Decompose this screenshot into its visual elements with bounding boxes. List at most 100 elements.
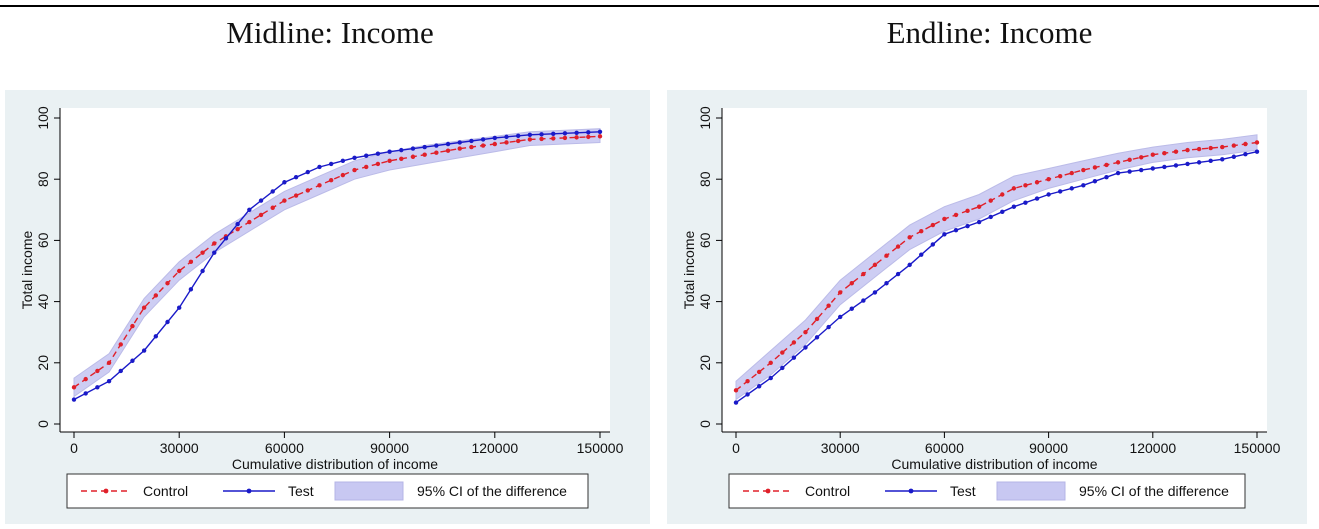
control-point [907, 235, 912, 240]
x-tick-label: 60000 [265, 440, 304, 456]
control-point [861, 271, 866, 277]
y-tick-label: 0 [35, 420, 51, 428]
x-tick-label: 120000 [1129, 440, 1176, 456]
test-point [551, 131, 556, 137]
test-point [872, 290, 878, 295]
test-point [445, 141, 451, 147]
test-point [95, 385, 100, 390]
control-point [930, 222, 936, 228]
control-point [942, 216, 947, 222]
test-point [597, 129, 603, 134]
test-point [130, 358, 135, 363]
control-point [895, 244, 901, 249]
legend-test-marker [246, 488, 252, 494]
control-point [965, 208, 970, 214]
test-point [930, 242, 936, 247]
test-point [919, 252, 924, 257]
control-point [340, 172, 346, 178]
control-point [988, 198, 993, 203]
control-point [597, 134, 603, 139]
x-tick-label: 60000 [925, 440, 964, 456]
control-point [1139, 155, 1144, 160]
control-point [1231, 143, 1237, 148]
control-point [1127, 157, 1132, 163]
control-point [352, 167, 357, 173]
x-tick-label: 30000 [160, 440, 199, 456]
test-point [1115, 170, 1121, 176]
test-point [165, 319, 170, 325]
x-tick-label: 90000 [370, 440, 409, 456]
test-point [745, 392, 750, 397]
control-point [562, 135, 568, 141]
control-point [574, 135, 579, 140]
control-point [153, 293, 159, 298]
legend-box [66, 473, 589, 509]
control-point [375, 161, 381, 167]
test-point [1139, 167, 1144, 173]
test-point [780, 365, 785, 371]
y-tick-label: 100 [697, 106, 713, 130]
control-point [872, 262, 878, 268]
test-point [838, 314, 843, 320]
test-point [399, 147, 404, 153]
legend-ci-label: 95% CI of the difference [1079, 483, 1229, 499]
y-tick-label: 40 [35, 294, 51, 310]
legend-test-label: Test [288, 483, 314, 499]
test-point [177, 305, 182, 310]
x-tick-label: 0 [732, 440, 740, 456]
control-point [469, 144, 474, 150]
control-point [814, 316, 820, 322]
test-point [965, 223, 970, 229]
legend-ci-swatch [996, 481, 1066, 501]
control-point [1196, 146, 1202, 152]
test-point [282, 180, 287, 185]
control-point [1046, 177, 1051, 182]
control-point [410, 154, 416, 159]
y-axis-label: Total income [19, 230, 35, 309]
legend-box [728, 473, 1246, 509]
control-point [733, 388, 739, 393]
control-point [270, 205, 275, 210]
control-point [1092, 165, 1098, 170]
test-point [1069, 186, 1074, 191]
legend-ci-label: 95% CI of the difference [417, 483, 567, 499]
x-tick-label: 150000 [1234, 440, 1281, 456]
x-axis-label: Cumulative distribution of income [891, 456, 1097, 472]
control-series-line [73, 135, 601, 388]
control-point [106, 360, 112, 365]
control-point [1173, 149, 1179, 154]
control-point [976, 204, 982, 209]
control-point [849, 281, 854, 286]
test-point [768, 375, 773, 381]
test-point [83, 391, 88, 396]
control-point [780, 350, 785, 355]
control-point [305, 188, 310, 193]
ci-band [73, 128, 601, 398]
test-point [849, 306, 854, 311]
test-point [305, 169, 310, 175]
control-point [258, 212, 264, 218]
control-point [282, 198, 287, 203]
y-axis-label: Total income [681, 230, 697, 309]
control-point [586, 134, 591, 140]
test-point [539, 132, 544, 137]
test-point [988, 214, 993, 220]
x-tick-label: 150000 [577, 440, 624, 456]
control-point [188, 259, 194, 265]
test-point [317, 164, 322, 170]
y-tick-label: 60 [35, 232, 51, 248]
control-point [1254, 140, 1260, 145]
x-tick-label: 120000 [471, 440, 518, 456]
x-axis-label: Cumulative distribution of income [232, 456, 438, 472]
test-point [1196, 160, 1202, 165]
test-point [861, 298, 866, 303]
control-point [387, 158, 392, 164]
control-point [364, 164, 369, 170]
test-point [247, 207, 252, 212]
control-point [422, 152, 427, 157]
y-tick-label: 60 [697, 232, 713, 248]
midline-panel-title: Midline: Income [226, 15, 434, 50]
control-point [1115, 160, 1121, 165]
control-point [1104, 162, 1109, 168]
test-point [469, 138, 474, 144]
